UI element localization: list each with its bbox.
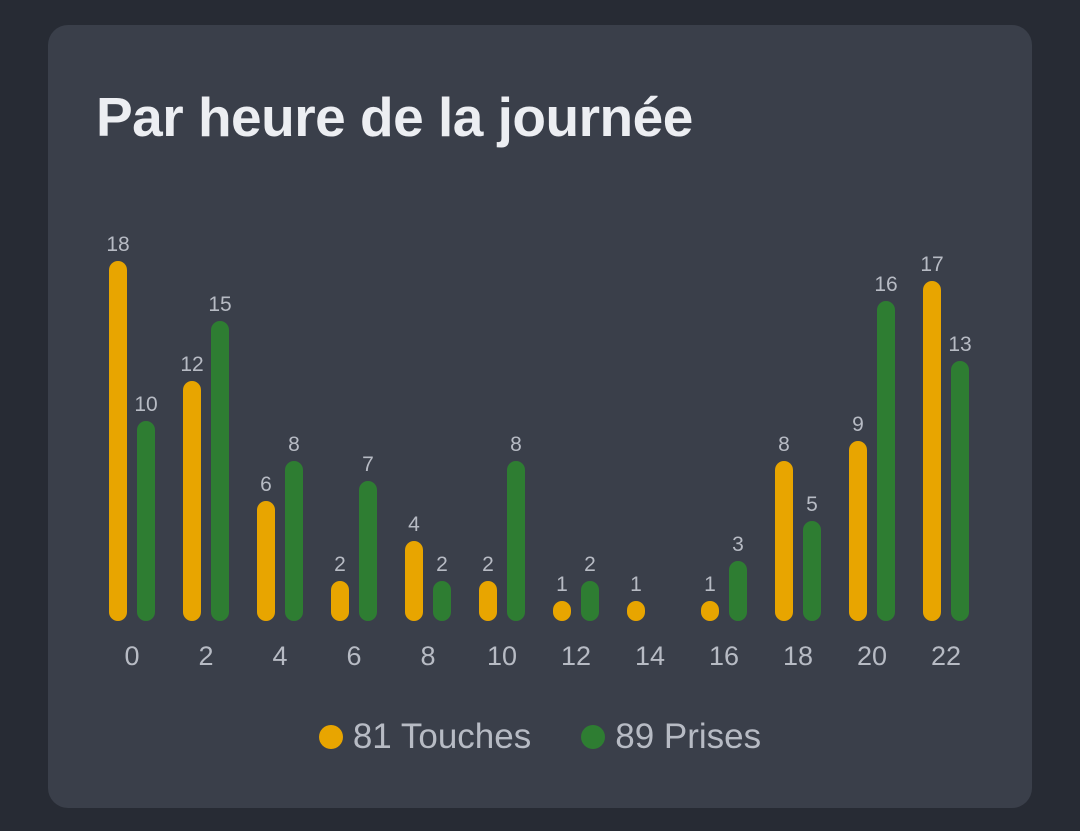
x-tick-label-22: 22: [931, 641, 961, 671]
data-label-touches-16: 1: [704, 573, 716, 596]
bar-touches-10[interactable]: [479, 581, 497, 621]
data-label-touches-14: 1: [630, 573, 642, 596]
bar-touches-14[interactable]: [627, 601, 645, 621]
data-label-prises-8: 2: [436, 553, 448, 576]
x-tick-label-8: 8: [420, 641, 435, 671]
bar-prises-10[interactable]: [507, 461, 525, 621]
bar-prises-22[interactable]: [951, 361, 969, 621]
legend-label-touches: 81 Touches: [352, 717, 532, 756]
data-label-prises-2: 15: [208, 293, 231, 316]
chart-legend: 81 Touches 89 Prises: [48, 717, 1032, 757]
legend-dot-touches: [318, 725, 343, 749]
bar-prises-4[interactable]: [285, 461, 303, 621]
data-label-touches-4: 6: [260, 473, 272, 496]
data-label-prises-12: 2: [584, 553, 596, 576]
bar-prises-6[interactable]: [359, 481, 377, 621]
bar-touches-4[interactable]: [257, 501, 275, 621]
chart-title: Par heure de la journée: [96, 86, 693, 148]
x-tick-label-10: 10: [487, 641, 517, 671]
data-label-prises-18: 5: [806, 493, 818, 516]
x-tick-label-20: 20: [857, 641, 887, 671]
bar-prises-2[interactable]: [211, 321, 229, 621]
bar-touches-0[interactable]: [109, 261, 127, 621]
x-tick-label-4: 4: [272, 641, 287, 671]
data-label-prises-0: 10: [134, 393, 157, 416]
legend-dot-prises: [581, 725, 606, 749]
legend-label-prises: 89 Prises: [615, 717, 762, 756]
bar-prises-0[interactable]: [137, 421, 155, 621]
data-label-touches-6: 2: [334, 553, 346, 576]
x-tick-label-18: 18: [783, 641, 813, 671]
x-tick-label-14: 14: [635, 641, 665, 671]
bar-chart: 1810012152684276428281012121141316851891…: [106, 233, 971, 671]
chart-card: Par heure de la journée 18 10 0 12 15 2 6 8 4 2 7 6…: [48, 25, 1032, 808]
data-label-touches-12: 1: [556, 573, 568, 596]
data-label-prises-10: 8: [510, 433, 522, 456]
bar-touches-2[interactable]: [183, 381, 201, 621]
data-label-touches-2: 12: [180, 353, 203, 376]
bar-touches-20[interactable]: [849, 441, 867, 621]
data-label-prises-16: 3: [732, 533, 744, 556]
x-tick-label-6: 6: [346, 641, 361, 671]
data-label-prises-6: 7: [362, 453, 374, 476]
legend-item-prises[interactable]: 89 Prises: [581, 717, 761, 757]
x-tick-label-16: 16: [709, 641, 739, 671]
bar-touches-16[interactable]: [701, 601, 719, 621]
legend-item-touches[interactable]: 81 Touches: [318, 717, 532, 757]
bar-touches-8[interactable]: [405, 541, 423, 621]
data-label-prises-20: 16: [874, 273, 897, 296]
data-label-touches-0: 18: [106, 233, 129, 256]
data-label-touches-18: 8: [778, 433, 790, 456]
bar-touches-22[interactable]: [923, 281, 941, 621]
data-label-touches-20: 9: [852, 413, 864, 436]
data-label-prises-4: 8: [288, 433, 300, 456]
data-label-touches-22: 17: [920, 253, 943, 276]
x-tick-label-2: 2: [198, 641, 213, 671]
bar-prises-18[interactable]: [803, 521, 821, 621]
data-label-prises-22: 13: [948, 333, 971, 356]
bar-touches-12[interactable]: [553, 601, 571, 621]
data-label-touches-8: 4: [408, 513, 420, 536]
bar-prises-20[interactable]: [877, 301, 895, 621]
bar-prises-12[interactable]: [581, 581, 599, 621]
x-tick-label-12: 12: [561, 641, 591, 671]
data-label-touches-10: 2: [482, 553, 494, 576]
bar-touches-6[interactable]: [331, 581, 349, 621]
x-tick-label-0: 0: [124, 641, 139, 671]
bar-prises-8[interactable]: [433, 581, 451, 621]
bar-prises-16[interactable]: [729, 561, 747, 621]
bar-touches-18[interactable]: [775, 461, 793, 621]
